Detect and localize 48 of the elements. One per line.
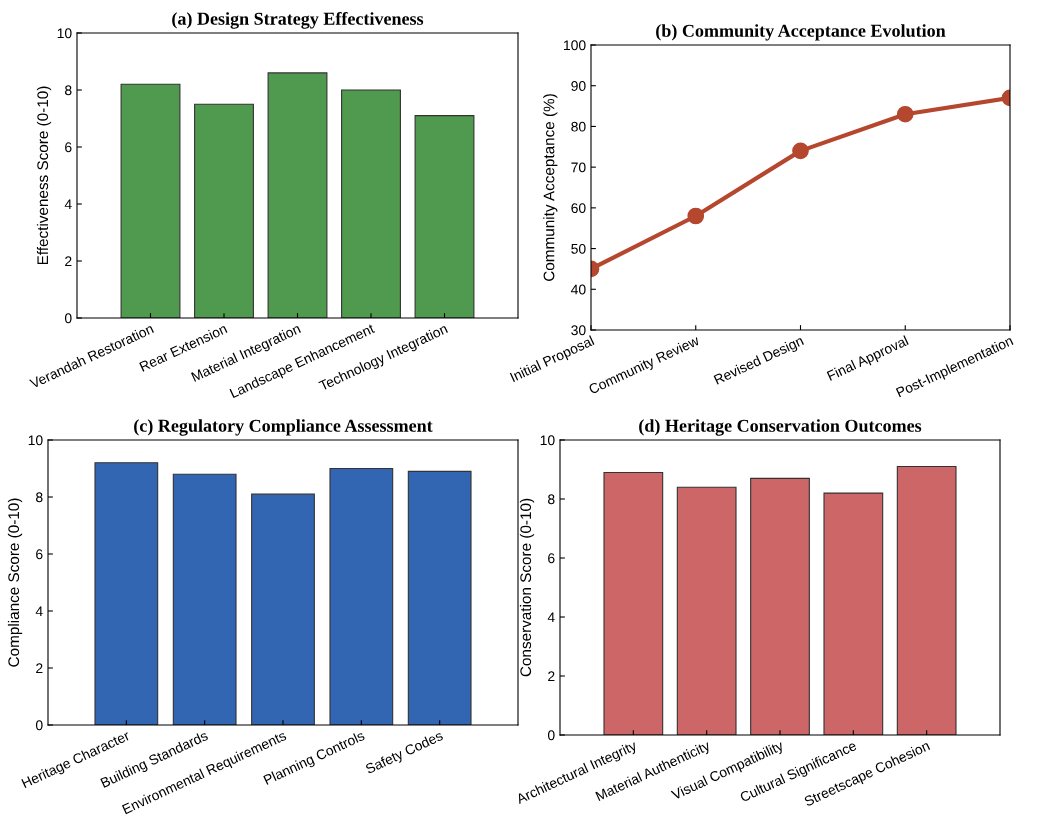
point	[687, 207, 705, 225]
y-tick-label: 4	[64, 199, 72, 210]
y-tick-label: 90	[571, 81, 586, 91]
y-axis-title: Conservation Score (0-10)	[519, 498, 535, 677]
y-tick-label: 0	[547, 730, 555, 741]
bar	[251, 493, 315, 725]
y-tick-label: 100	[564, 40, 586, 51]
bar	[194, 103, 254, 318]
y-tick-label: 8	[65, 85, 72, 96]
y-axis-title: Compliance Score (0-10)	[7, 498, 23, 667]
y-tick-label: 6	[65, 142, 72, 153]
y-tick-label: 50	[571, 243, 586, 254]
chart-title: (b) Community Acceptance Evolution	[656, 24, 946, 41]
y-tick-label: 8	[36, 492, 43, 503]
chart-title: (a) Design Strategy Effectiveness	[172, 11, 424, 29]
y-tick-label: 2	[548, 671, 555, 682]
bar	[414, 115, 475, 318]
y-tick-label: 60	[571, 203, 586, 214]
bar	[267, 72, 328, 318]
x-tick-label: Safety Codes	[364, 730, 445, 777]
y-tick-label: 2	[65, 256, 72, 267]
y-axis-title: Community Acceptance (%)	[543, 94, 558, 281]
y-tick-label: 80	[571, 121, 586, 132]
bar	[341, 89, 401, 318]
y-tick-label: 0	[64, 313, 72, 324]
y-tick-label: 0	[35, 720, 43, 731]
y-tick-label: 4	[35, 606, 43, 617]
y-tick-label: 10	[57, 28, 72, 39]
y-tick-label: 8	[548, 494, 555, 505]
y-tick-label: 2	[36, 663, 43, 674]
y-tick-label: 40	[571, 284, 586, 295]
chart-title: (c) Regulatory Compliance Assessment	[134, 419, 433, 436]
bar	[94, 462, 159, 725]
y-axis-title: Effectiveness Score (0-10)	[36, 86, 52, 265]
y-tick-label: 6	[548, 553, 555, 564]
bar	[172, 473, 237, 725]
bar	[407, 470, 472, 725]
y-tick-label: 4	[547, 612, 555, 623]
y-tick-label: 6	[36, 549, 43, 560]
point	[896, 105, 914, 123]
chart-title: (d) Heritage Conservation Outcomes	[639, 419, 922, 436]
point	[792, 142, 809, 160]
y-tick-label: 10	[540, 435, 555, 446]
y-tick-label: 30	[571, 325, 586, 336]
bar	[120, 83, 181, 318]
bar	[329, 467, 394, 725]
y-tick-label: 10	[28, 435, 43, 446]
y-tick-label: 70	[571, 162, 586, 173]
